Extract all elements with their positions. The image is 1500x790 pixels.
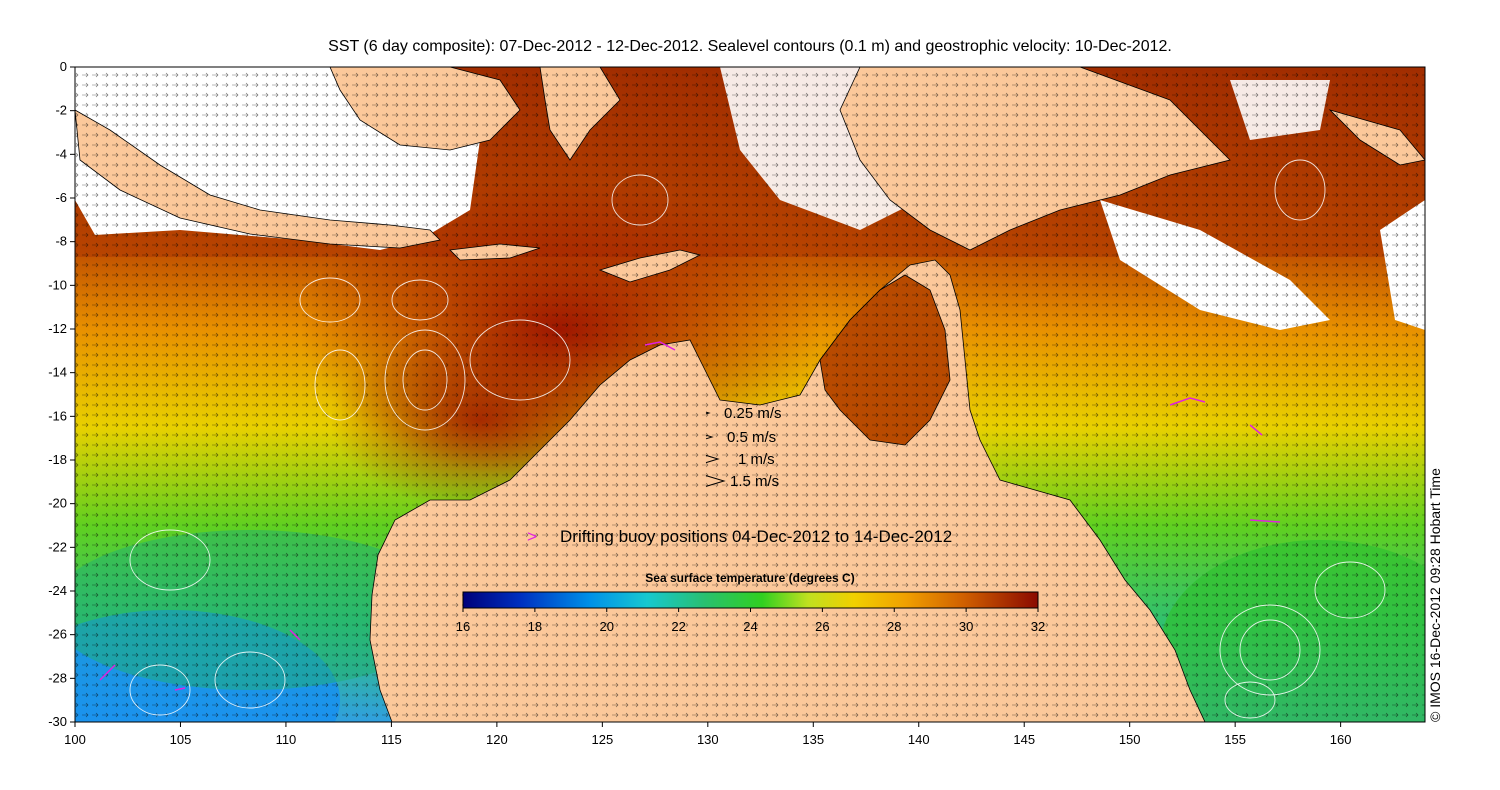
chart-title: SST (6 day composite): 07-Dec-2012 - 12-…: [328, 38, 1172, 55]
y-tick-label: -4: [55, 146, 67, 161]
y-tick-label: -12: [48, 321, 67, 336]
x-axis-ticks: 100 105 110 115 120 125 130 135 140 145 150 155 160: [64, 722, 1351, 747]
y-tick-label: -10: [48, 277, 67, 292]
colorbar-tick-label: 16: [456, 619, 470, 634]
x-tick-label: 100: [64, 732, 86, 747]
x-tick-label: 110: [276, 732, 297, 747]
x-tick-label: 145: [1013, 732, 1035, 747]
colorbar-tick-label: 30: [959, 619, 973, 634]
colorbar-title: Sea surface temperature (degrees C): [645, 571, 854, 585]
x-tick-label: 140: [908, 732, 930, 747]
y-tick-label: -22: [48, 539, 67, 554]
colorbar-tick-label: 24: [743, 619, 757, 634]
plot-frame: [74, 66, 1426, 723]
velocity-legend-label: 1 m/s: [738, 451, 775, 468]
y-tick-label: -18: [48, 452, 67, 467]
x-tick-label: 150: [1119, 732, 1141, 747]
buoy-legend-label: Drifting buoy positions 04-Dec-2012 to 1…: [560, 527, 952, 546]
colorbar-tick-label: 20: [600, 619, 614, 634]
colorbar-scale: [462, 591, 1039, 609]
credit-text: © IMOS 16-Dec-2012 09:28 Hobart Time: [1427, 468, 1443, 722]
buoy-tracks: [99, 341, 1281, 691]
x-tick-label: 125: [591, 732, 613, 747]
y-tick-label: -6: [55, 190, 67, 205]
velocity-legend-label: 1.5 m/s: [730, 473, 779, 490]
velocity-legend: 0.25 m/s 0.5 m/s 1 m/s 1.5 m/s: [705, 405, 782, 490]
colorbar-tick-label: 26: [815, 619, 829, 634]
buoy-legend: > Drifting buoy positions 04-Dec-2012 to…: [527, 527, 952, 546]
colorbar-tick-label: 18: [528, 619, 542, 634]
y-tick-label: -8: [55, 234, 67, 249]
y-tick-label: -26: [48, 627, 67, 642]
velocity-arrow: [705, 434, 714, 440]
y-tick-label: -2: [55, 103, 67, 118]
y-axis-ticks: 0 -2 -4 -6 -8 -10 -12 -14 -16 -18 -20 -22 -24 -26 -28 -…: [48, 59, 75, 729]
velocity-legend-label: 0.25 m/s: [724, 405, 782, 422]
buoy-marker: >: [527, 527, 537, 546]
colorbar-tick-label: 28: [887, 619, 901, 634]
sealevel-contours: [129, 159, 1386, 719]
y-tick-label: -14: [48, 365, 67, 380]
x-tick-label: 120: [486, 732, 508, 747]
x-tick-label: 135: [802, 732, 824, 747]
x-tick-label: 115: [381, 732, 402, 747]
y-tick-label: 0: [60, 59, 67, 74]
y-tick-label: -30: [48, 714, 67, 729]
velocity-legend-label: 0.5 m/s: [727, 429, 776, 446]
colorbar-tick-label: 32: [1031, 619, 1045, 634]
x-tick-label: 155: [1224, 732, 1246, 747]
y-tick-label: -16: [48, 408, 67, 423]
velocity-arrow: [705, 411, 711, 415]
velocity-arrow: [705, 454, 720, 464]
y-tick-label: -20: [48, 496, 67, 511]
geostrophic-velocity-field: [75, 67, 1425, 722]
y-tick-label: -28: [48, 670, 67, 685]
x-tick-label: 130: [697, 732, 719, 747]
colorbar-tick-label: 22: [671, 619, 685, 634]
sst-colorbar: Sea surface temperature (degrees C) 16 18…: [456, 571, 1045, 634]
x-tick-label: 105: [170, 732, 192, 747]
velocity-arrow: [705, 475, 726, 487]
y-tick-label: -24: [48, 583, 67, 598]
x-tick-label: 160: [1330, 732, 1352, 747]
